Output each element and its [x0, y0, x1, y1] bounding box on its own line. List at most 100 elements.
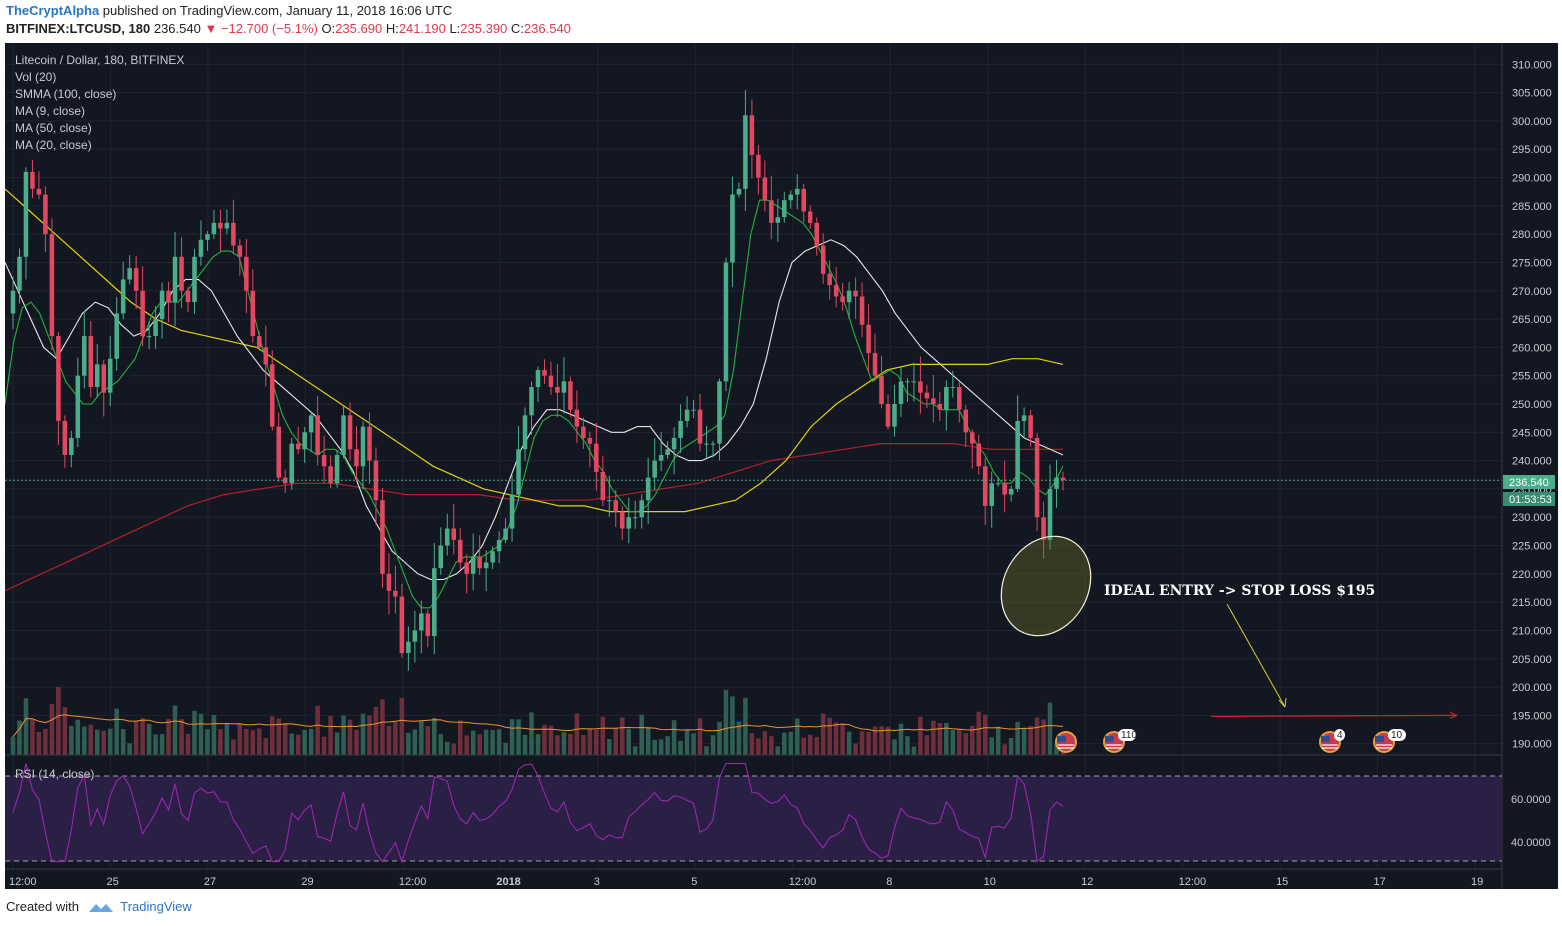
volume-bar [43, 728, 48, 755]
candle-body [425, 613, 431, 637]
candle-body [438, 545, 444, 569]
volume-bar [639, 714, 644, 755]
volume-bar [509, 719, 515, 755]
candle-body [205, 234, 210, 240]
candle-body [743, 115, 748, 189]
volume-bar [23, 698, 29, 755]
volume-bar [594, 729, 599, 755]
volume-bar [859, 731, 865, 755]
event-badge: 10 [1373, 729, 1406, 753]
volume-bar [49, 704, 55, 755]
volume-bar [723, 689, 729, 755]
time-tick-label: 3 [594, 876, 600, 888]
candle-body [444, 528, 450, 546]
candle-body [529, 387, 534, 416]
candle-body [600, 471, 606, 501]
volume-bar [730, 696, 735, 755]
volume-bar [749, 733, 755, 755]
candle-body [1060, 477, 1066, 481]
candle-body [490, 551, 495, 563]
volume-bar [801, 737, 807, 755]
volume-bar [464, 735, 469, 755]
candle-body [224, 222, 230, 229]
volume-bar [626, 728, 632, 755]
time-tick-label: 10 [984, 876, 996, 888]
volume-bar [827, 717, 832, 755]
volume-bar [652, 739, 657, 755]
badge-count-bg [1388, 729, 1406, 741]
candle-body [218, 222, 223, 229]
volume-bar [788, 731, 794, 755]
volume-bar [840, 723, 845, 755]
candle-body [328, 466, 333, 484]
candle-body [1041, 517, 1046, 540]
volume-bar [257, 728, 262, 755]
candle-body [62, 420, 68, 455]
tradingview-link[interactable]: TradingView [120, 899, 192, 914]
candle-body [211, 222, 217, 235]
candle-body [833, 285, 839, 297]
published-on-text: published on TradingView.com, January 11… [102, 3, 453, 18]
candle-body [470, 556, 476, 574]
volume-bar [1002, 744, 1007, 755]
candle-body [730, 194, 735, 263]
candle-body [535, 370, 541, 388]
volume-bar [704, 746, 709, 755]
candle-body [658, 454, 664, 461]
candle-body [989, 483, 994, 506]
volume-bar [140, 718, 145, 755]
badge-count: 110 [1121, 730, 1137, 741]
volume-bar [334, 732, 340, 755]
volume-bar [769, 735, 774, 755]
volume-bar [399, 697, 405, 755]
symbol-text: BITFINEX:LTCUSD, 180 [6, 21, 151, 36]
volume-bar [250, 730, 256, 755]
volume-bar [833, 722, 839, 755]
volume-bar [496, 729, 502, 755]
candle-body [483, 562, 489, 569]
candle-body [749, 115, 755, 155]
volume-bar [302, 729, 307, 755]
volume-bar [619, 717, 625, 755]
candle-body [347, 415, 353, 450]
time-tick-label: 8 [886, 876, 892, 888]
price-chart[interactable]: IDEAL ENTRY -> STOP LOSS $195 Litecoin /… [5, 43, 1558, 889]
volume-bar [406, 732, 411, 755]
legend-smma: SMMA (100, close) [15, 87, 116, 101]
candle-body [315, 415, 320, 455]
volume-bar [924, 735, 930, 755]
badge-count: 4 [1337, 730, 1343, 741]
candle-body [626, 517, 632, 529]
candle-body [665, 449, 670, 455]
candle-body [704, 443, 709, 445]
candle-body [1054, 477, 1059, 489]
volume-bar [963, 733, 969, 755]
event-badge: 110 [1103, 729, 1137, 753]
candle-body [146, 336, 152, 338]
author-name[interactable]: TheCryptAlpha [6, 3, 100, 18]
volume-bar [697, 718, 703, 755]
candle-body [898, 381, 904, 404]
candle-body [801, 188, 807, 212]
candle-body [30, 171, 35, 189]
price-tick-label: 290.000 [1512, 173, 1552, 185]
volume-bar [380, 699, 385, 755]
stop-loss-line [1210, 714, 1458, 717]
volume-bar [503, 742, 508, 755]
candle-body [88, 336, 94, 388]
candle-body [568, 381, 573, 410]
candle-body [496, 539, 502, 552]
price-tick-label: 195.000 [1512, 710, 1552, 722]
candle-body [412, 630, 418, 642]
candle-body [918, 381, 923, 393]
price-tick-label: 225.000 [1512, 541, 1552, 553]
volume-bar [244, 728, 249, 755]
price-tick-label: 250.000 [1512, 399, 1552, 411]
volume-bar [717, 721, 722, 755]
volume-bar [535, 734, 541, 755]
volume-bar [678, 740, 683, 755]
candle-body [587, 437, 593, 444]
volume-bar [185, 733, 191, 755]
badge-count: 10 [1391, 730, 1403, 741]
volume-bar [295, 734, 301, 755]
